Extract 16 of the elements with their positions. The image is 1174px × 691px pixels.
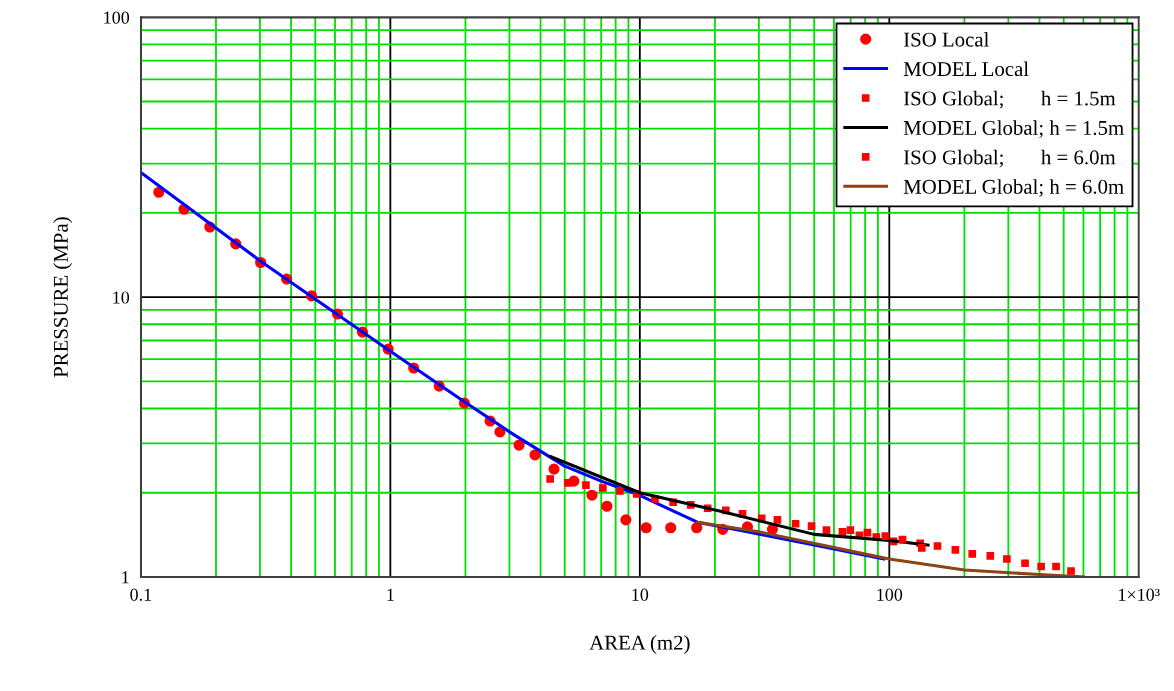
- y-tick-label: 1: [122, 571, 129, 584]
- y-axis-title: PRESSURE (MPa): [53, 217, 73, 378]
- x-axis-title: AREA (m2): [589, 635, 690, 654]
- legend-label: ISO Local: [903, 31, 989, 47]
- x-tick-label: 0.1: [130, 588, 152, 601]
- legend-label: ISO Global; h = 1.5m: [903, 90, 1116, 109]
- x-tick-label: 1×10³: [1119, 588, 1160, 601]
- legend-label: MODEL Local: [903, 61, 1029, 77]
- legend-label: MODEL Global; h = 6.0m: [903, 179, 1124, 197]
- legend-label: ISO Global; h = 6.0m: [903, 149, 1116, 168]
- y-tick-label: 100: [104, 11, 130, 24]
- y-tick-label: 10: [113, 291, 130, 304]
- x-tick-label: 10: [632, 588, 649, 601]
- legend-label: MODEL Global; h = 1.5m: [903, 120, 1124, 138]
- x-tick-label: 1: [387, 588, 394, 601]
- x-tick-label: 100: [877, 588, 903, 601]
